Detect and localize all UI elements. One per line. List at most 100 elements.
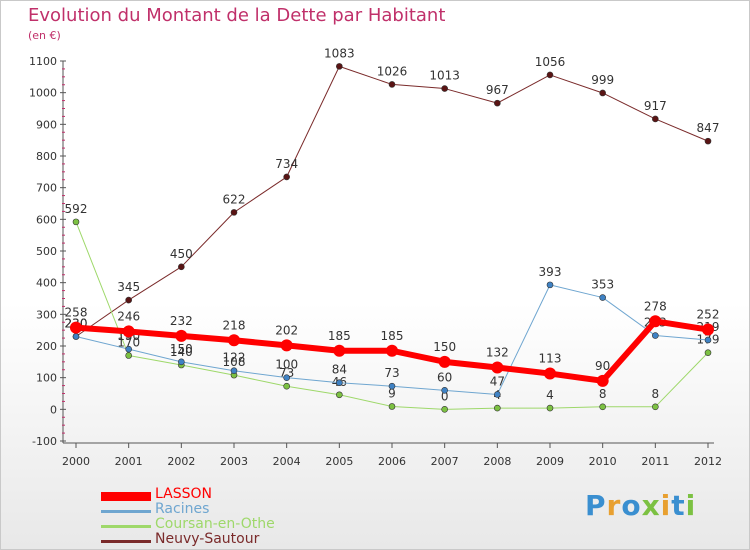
data-point-neuvy-sautour (178, 263, 185, 271)
data-point-lasson (228, 334, 240, 347)
legend-swatch-neuvy (101, 539, 151, 543)
data-label-lasson: 113 (539, 352, 562, 366)
data-label-neuvy-sautour: 1083 (324, 46, 355, 60)
data-label-racines: 393 (539, 265, 562, 279)
data-point-racines (336, 379, 343, 387)
data-point-lasson (70, 321, 82, 334)
data-label-coursan-en-othe: 0 (441, 389, 449, 403)
y-tick-label: 300 (36, 308, 57, 321)
legend-label-neuvy: Neuvy-Sautour (155, 531, 260, 547)
proxiti-logo: Proxiti (585, 489, 696, 522)
data-label-neuvy-sautour: 1013 (429, 69, 460, 83)
logo-letter: P (585, 489, 607, 522)
logo-letter: i (660, 489, 672, 522)
data-point-racines (388, 382, 396, 390)
data-point-lasson (122, 325, 135, 338)
data-label-racines: 47 (490, 374, 505, 388)
data-label-lasson: 132 (486, 346, 509, 360)
data-label-lasson: 252 (697, 308, 720, 322)
x-tick-label: 2003 (220, 455, 248, 468)
data-point-racines (652, 332, 659, 339)
data-point-lasson (596, 374, 609, 387)
legend-swatch-lasson (101, 491, 151, 501)
data-point-racines (178, 358, 185, 366)
data-point-neuvy-sautour (230, 209, 238, 216)
data-point-lasson (386, 344, 398, 357)
data-label-lasson: 278 (644, 299, 667, 313)
data-label-coursan-en-othe: 9 (388, 386, 396, 400)
data-point-neuvy-sautour (599, 89, 606, 97)
x-tick-label: 2000 (62, 455, 90, 468)
chart-subtitle: (en €) (28, 29, 61, 42)
data-point-coursan-en-othe (388, 403, 396, 410)
data-point-neuvy-sautour (652, 115, 659, 123)
data-point-coursan-en-othe (652, 403, 659, 411)
x-tick-label: 2005 (325, 455, 353, 468)
data-point-racines (441, 387, 448, 394)
data-label-neuvy-sautour: 917 (644, 99, 667, 113)
y-tick-label: 200 (36, 340, 57, 353)
data-point-racines (283, 374, 290, 381)
data-point-lasson (491, 361, 504, 374)
data-point-coursan-en-othe (599, 403, 606, 411)
logo-letter: t (671, 489, 686, 522)
data-point-racines (546, 281, 554, 289)
y-tick-label: 0 (50, 403, 57, 416)
data-label-neuvy-sautour: 1026 (377, 64, 408, 78)
y-tick-label: 600 (36, 213, 57, 226)
data-point-lasson (280, 339, 293, 352)
data-label-racines: 84 (332, 363, 347, 377)
x-tick-label: 2001 (115, 455, 143, 468)
data-point-coursan-en-othe (494, 404, 501, 412)
legend-label-lasson: LASSON (155, 486, 212, 502)
data-point-lasson (175, 329, 188, 342)
data-label-neuvy-sautour: 345 (117, 280, 140, 294)
data-point-racines (125, 345, 132, 353)
data-point-coursan-en-othe (546, 404, 554, 412)
data-label-coursan-en-othe: 8 (652, 387, 660, 401)
y-tick-label: -100 (32, 435, 57, 448)
data-label-neuvy-sautour: 847 (697, 121, 720, 135)
data-point-lasson (438, 355, 451, 368)
data-label-coursan-en-othe: 108 (223, 355, 246, 369)
data-point-lasson (702, 323, 714, 336)
data-point-neuvy-sautour (441, 85, 448, 92)
series-line-neuvy-sautour (75, 65, 709, 337)
data-label-coursan-en-othe: 170 (117, 336, 140, 350)
data-point-racines (230, 367, 238, 375)
data-label-lasson: 258 (65, 306, 88, 320)
legend-label-racines: Racines (155, 501, 210, 517)
data-point-racines (494, 391, 501, 398)
data-point-lasson (333, 344, 346, 357)
data-point-neuvy-sautour (704, 137, 712, 145)
data-point-lasson (649, 315, 662, 328)
logo-letter: x (641, 489, 661, 522)
data-label-racines: 100 (275, 358, 298, 372)
data-label-racines: 60 (437, 370, 452, 384)
data-label-neuvy-sautour: 999 (591, 73, 614, 87)
data-label-lasson: 185 (381, 329, 404, 343)
y-tick-label: 100 (36, 372, 57, 385)
logo-letter: i (685, 489, 697, 522)
x-tick-label: 2007 (431, 455, 459, 468)
x-tick-label: 2011 (641, 455, 669, 468)
data-point-neuvy-sautour (283, 173, 290, 181)
data-point-lasson (544, 367, 556, 380)
x-tick-label: 2006 (378, 455, 406, 468)
data-label-neuvy-sautour: 1056 (535, 55, 566, 69)
data-label-lasson: 232 (170, 314, 193, 328)
data-point-racines (72, 333, 80, 340)
data-point-neuvy-sautour (125, 296, 132, 304)
data-point-racines (599, 294, 606, 301)
legend-swatch-coursan (101, 524, 151, 528)
y-tick-label: 1100 (29, 55, 57, 68)
y-tick-label: 1000 (29, 87, 57, 100)
data-label-lasson: 185 (328, 329, 351, 343)
data-label-neuvy-sautour: 622 (223, 192, 246, 206)
data-point-neuvy-sautour (336, 63, 343, 70)
data-label-lasson: 150 (433, 340, 456, 354)
data-point-neuvy-sautour (388, 81, 396, 88)
chart-title: Evolution du Montant de la Dette par Hab… (28, 5, 446, 26)
x-tick-label: 2009 (536, 455, 564, 468)
data-point-coursan-en-othe (336, 391, 343, 399)
